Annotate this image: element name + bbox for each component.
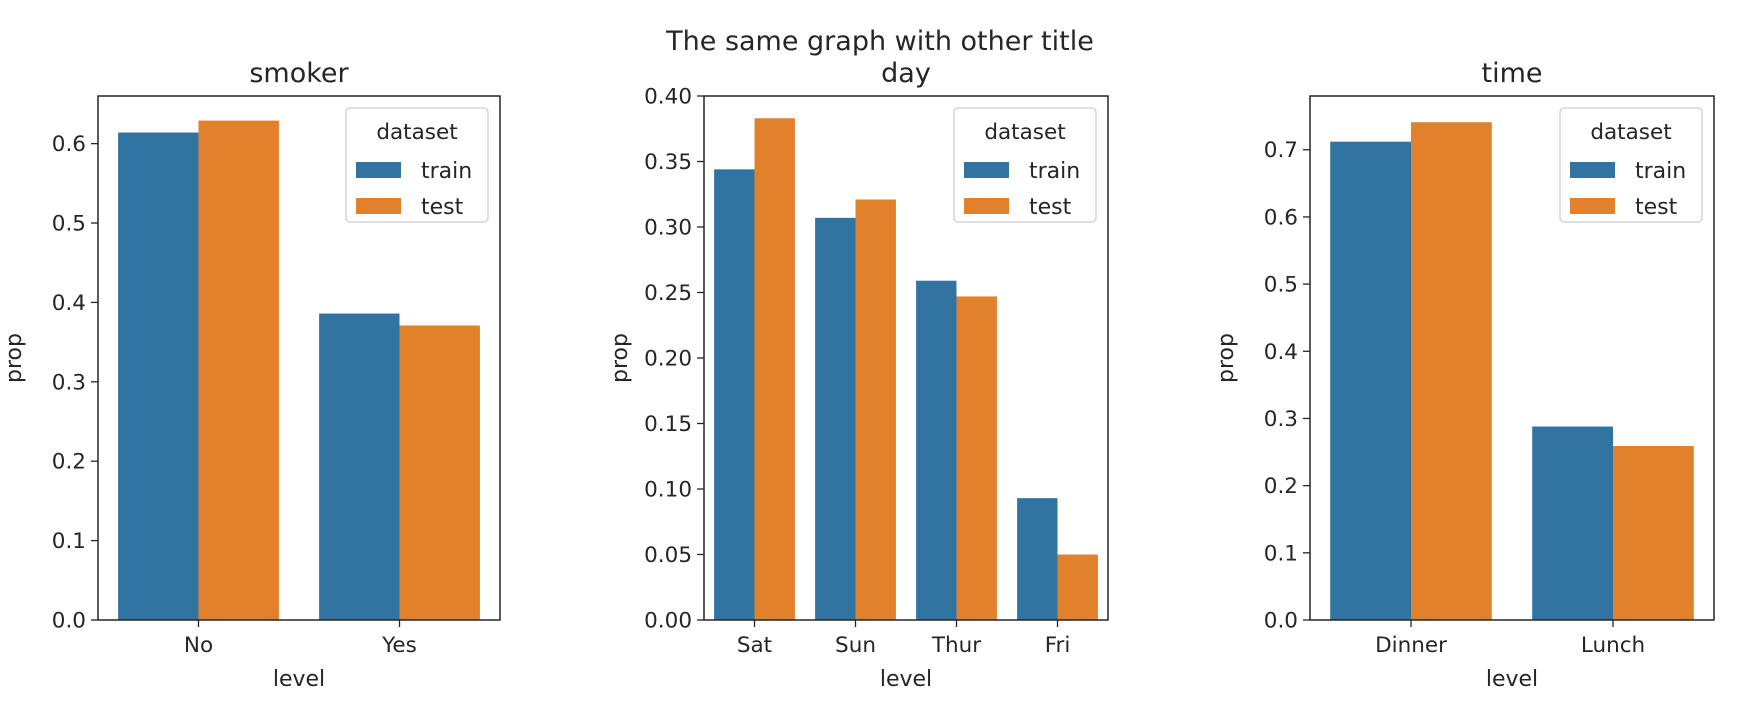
chart-time: 0.0 0.1 0.2 0.3 0.4 0.5 0.6 0.7 Dinner Lunch level… [1214, 58, 1715, 692]
legend-swatch-train [964, 162, 1009, 178]
legend: dataset train test [1559, 107, 1703, 223]
axes-title: smoker [249, 58, 349, 89]
x-tick-label: Dinner [1375, 633, 1447, 658]
y-tick-label: 0.00 [644, 609, 692, 634]
y-tick-label: 0.3 [1264, 407, 1298, 432]
bar-test-Sun [855, 199, 896, 621]
x-axis-label: level [1486, 667, 1538, 692]
y-tick-label: 0.15 [644, 412, 692, 437]
bar-train-Fri [1017, 498, 1058, 620]
legend-swatch-test [356, 198, 401, 214]
bar-train-Lunch [1532, 426, 1613, 620]
bar-train-No [118, 132, 199, 620]
legend: dataset train test [345, 107, 489, 223]
bar-train-Yes [319, 313, 400, 620]
y-tick-label: 0.10 [644, 478, 692, 503]
chart-smoker: 0.0 0.1 0.2 0.3 0.4 0.5 0.6 No Yes level prop smoke… [2, 58, 501, 692]
x-tick-label: Sun [835, 633, 876, 658]
legend-label-train: train [421, 159, 472, 184]
bar-test-Lunch [1613, 446, 1694, 620]
bar-test-Fri [1057, 554, 1098, 620]
x-tick-label: No [184, 633, 213, 658]
y-tick-label: 0.30 [644, 216, 692, 241]
x-axis-label: level [880, 667, 932, 692]
bar-test-Sat [754, 118, 795, 621]
y-tick-label: 0.35 [644, 150, 692, 175]
y-tick-label: 0.5 [1264, 273, 1298, 298]
y-axis-label: prop [608, 333, 633, 383]
y-tick-label: 0.1 [1264, 541, 1298, 566]
y-tick-label: 0.05 [644, 543, 692, 568]
y-tick-label: 0.20 [644, 347, 692, 372]
axes-title: day [881, 58, 931, 89]
x-tick-label: Thur [931, 633, 981, 658]
bar-train-Sun [815, 217, 856, 620]
legend-swatch-test [1570, 198, 1615, 214]
chart-day: 0.00 0.05 0.10 0.15 0.20 0.25 0.30 0.35 0.40 Sat S… [608, 58, 1109, 692]
bar-test-No [198, 120, 279, 620]
x-tick-label: Lunch [1581, 633, 1645, 658]
bar-train-Sat [714, 169, 755, 621]
y-tick-label: 0.1 [52, 529, 86, 554]
y-tick-label: 0.0 [52, 609, 86, 634]
axes-frame [1309, 95, 1715, 621]
x-tick-label: Fri [1045, 633, 1071, 658]
y-tick-label: 0.6 [52, 132, 86, 157]
y-axis-label: prop [2, 333, 27, 383]
legend-label-test: test [421, 195, 464, 220]
y-tick-label: 0.25 [644, 281, 692, 306]
bar-test-Thur [956, 296, 997, 620]
axes-frame [97, 95, 501, 621]
legend-swatch-train [1570, 162, 1615, 178]
legend-frame [953, 107, 1097, 223]
chart-panels: 0.0 0.1 0.2 0.3 0.4 0.5 0.6 No Yes level prop smoke… [2, 58, 1715, 692]
figure-suptitle: The same graph with other title [665, 26, 1094, 57]
y-tick-label: 0.6 [1264, 205, 1298, 230]
legend-title: dataset [984, 120, 1065, 145]
bar-test-Yes [399, 325, 480, 620]
y-tick-label: 0.4 [1264, 340, 1298, 365]
bar-train-Dinner [1330, 141, 1411, 620]
bar-train-Thur [916, 280, 957, 620]
legend: dataset train test [953, 107, 1097, 223]
legend-swatch-test [964, 198, 1009, 214]
axes-title: time [1481, 58, 1542, 89]
x-axis-label: level [273, 667, 325, 692]
legend-label-train: train [1029, 159, 1080, 184]
y-tick-label: 0.3 [52, 370, 86, 395]
y-tick-label: 0.2 [52, 450, 86, 475]
y-axis-label: prop [1214, 333, 1239, 383]
x-tick-label: Sat [737, 633, 772, 658]
legend-frame [1559, 107, 1703, 223]
legend-label-test: test [1029, 195, 1072, 220]
legend-label-train: train [1635, 159, 1686, 184]
y-tick-label: 0.5 [52, 212, 86, 237]
y-tick-label: 0.7 [1264, 138, 1298, 163]
legend-swatch-train [356, 162, 401, 178]
y-tick-label: 0.0 [1264, 609, 1298, 634]
legend-frame [345, 107, 489, 223]
legend-title: dataset [376, 120, 457, 145]
legend-title: dataset [1590, 120, 1671, 145]
bar-test-Dinner [1411, 122, 1492, 620]
y-tick-label: 0.2 [1264, 474, 1298, 499]
legend-label-test: test [1635, 195, 1678, 220]
y-tick-label: 0.40 [644, 85, 692, 110]
y-tick-label: 0.4 [52, 291, 86, 316]
x-tick-label: Yes [381, 633, 417, 658]
